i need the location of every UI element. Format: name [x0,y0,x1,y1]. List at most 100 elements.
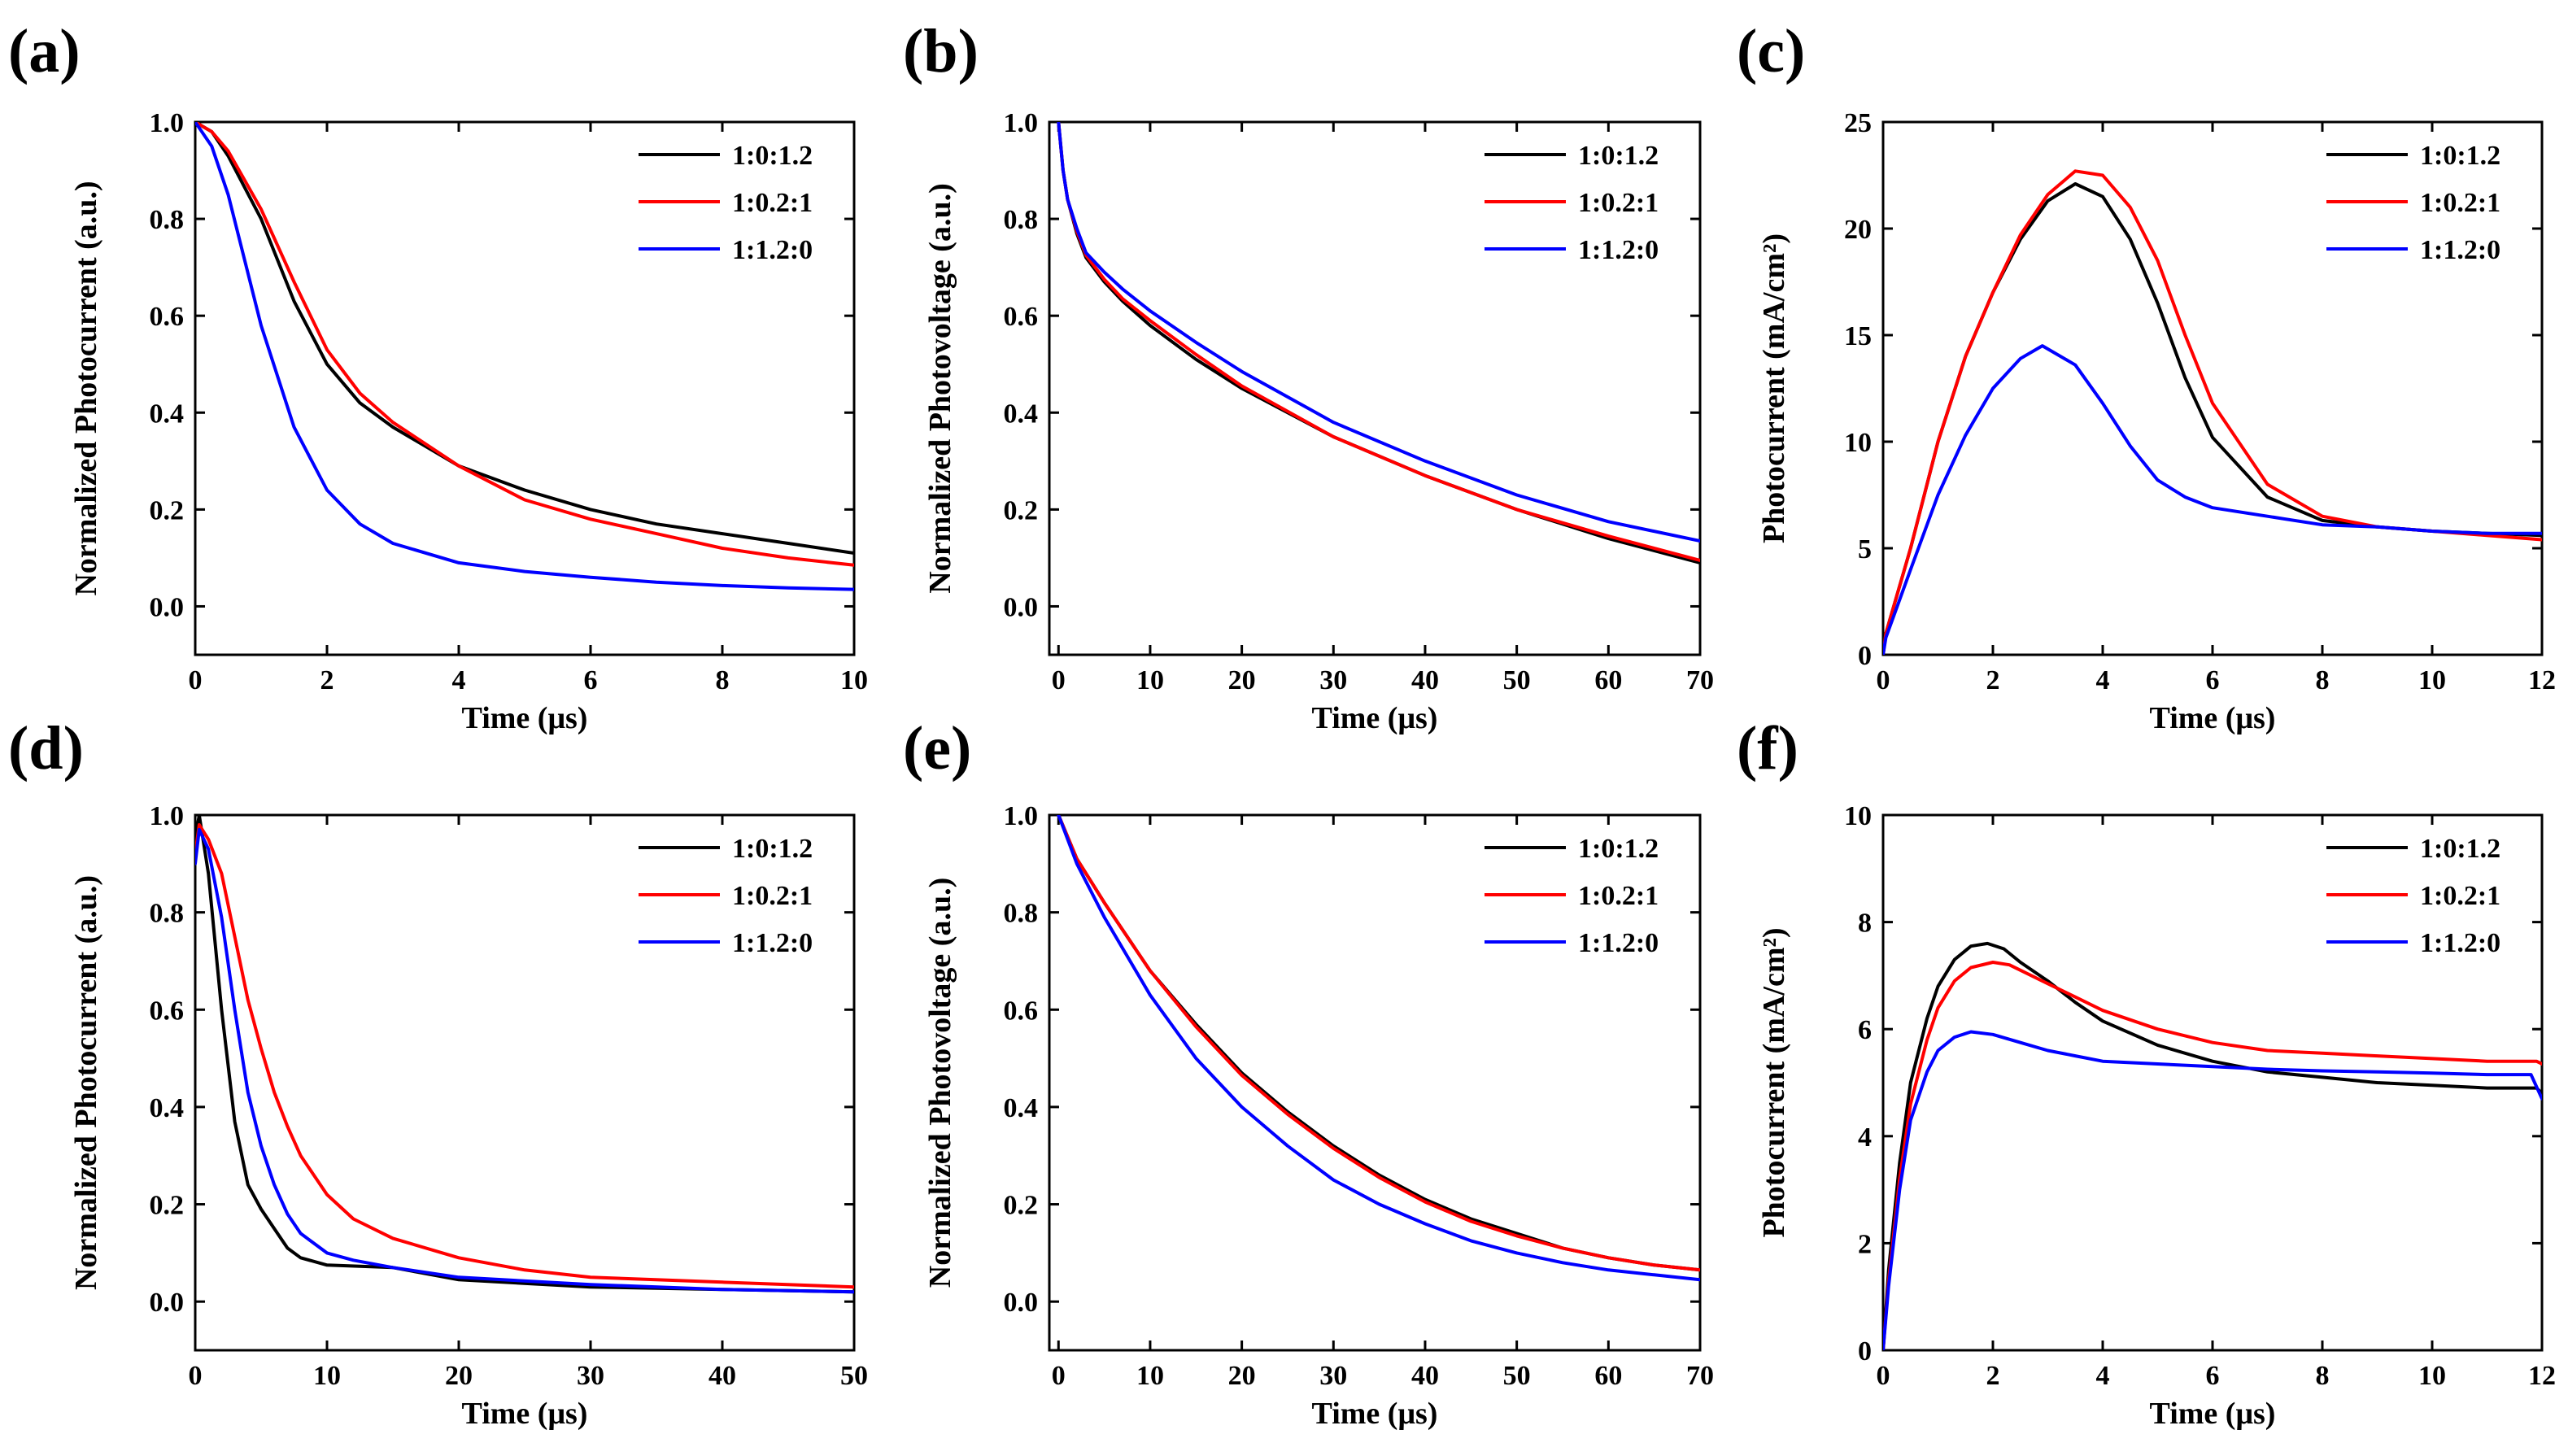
x-tick-label: 40 [708,1361,736,1391]
y-axis-title: Normalized Photocurrent (a.u.) [69,181,103,595]
x-tick-label: 10 [313,1361,341,1391]
y-tick-label: 2 [1858,1229,1872,1259]
y-tick-label: 0.4 [1004,1093,1039,1123]
y-tick-label: 0.6 [1004,302,1039,332]
x-tick-label: 40 [1411,665,1439,695]
y-tick-label: 0.8 [150,205,185,235]
x-tick-label: 0 [1052,1361,1066,1391]
y-axis-title: Normalized Photovoltage (a.u.) [923,183,957,593]
panel-label: (f) [1737,714,1798,782]
y-axis-title: Photocurrent (mA/cm²) [1757,927,1791,1237]
y-tick-label: 0.4 [150,1093,185,1123]
legend-label: 1:1.2:0 [2420,928,2500,958]
y-tick-label: 1.0 [150,801,185,831]
panel-e: (e) 0 10 20 30 40 50 60 70 0.0 0.2 0.4 0.6 0.8 1.0 Time… [903,714,1714,1431]
y-tick-label: 0.2 [1004,1191,1039,1221]
x-tick-label: 30 [577,1361,604,1391]
legend-label: 1:0:1.2 [2420,834,2500,864]
y-tick-label: 0.0 [150,1288,185,1318]
plot-frame [194,813,856,1352]
legend-label: 1:0.2:1 [1578,881,1659,911]
panel-a: (a) 0 2 4 6 8 10 0.0 0.2 0.4 0.6 0.8 1.0 Time (μs) Nor… [8,17,868,735]
x-tick-label: 10 [2418,1361,2446,1391]
y-tick-label: 0.2 [1004,495,1039,525]
y-tick-label: 0.0 [150,592,185,622]
x-axis-title: Time (μs) [462,1397,588,1431]
y-axis-title: Normalized Photocurrent (a.u.) [69,875,103,1290]
series-line-1-1-2-0 [195,827,854,1294]
panel-c: (c) 0 2 4 6 8 10 12 0 5 10 15 20 25 Time (μs) Photocurr… [1737,17,2556,735]
x-axis-title: Time (μs) [462,701,588,735]
series-line-1-0-2-1 [195,122,854,567]
series-line-1-1-2-0 [1057,122,1700,543]
x-tick-label: 12 [2528,1361,2556,1391]
x-tick-label: 50 [1503,1361,1531,1391]
y-tick-label: 1.0 [1004,801,1039,831]
panel-b: (b) 0 10 20 30 40 50 60 70 0.0 0.2 0.4 0.6 0.8 1.0 Time… [903,17,1714,735]
x-tick-label: 60 [1594,665,1622,695]
panel-label: (d) [8,714,84,782]
y-tick-label: 0.4 [150,399,185,429]
y-tick-label: 0 [1858,641,1872,671]
series-line-1-1-2-0 [1057,815,1700,1282]
x-tick-label: 0 [189,1361,203,1391]
legend-label: 1:1.2:0 [2420,235,2500,265]
x-tick-label: 2 [1986,1361,2000,1391]
x-tick-label: 40 [1411,1361,1439,1391]
y-axis-title: Normalized Photovoltage (a.u.) [923,878,957,1288]
x-tick-label: 2 [1986,665,2000,695]
x-axis-title: Time (μs) [1312,1397,1438,1431]
y-tick-label: 10 [1844,428,1872,458]
x-tick-label: 10 [840,665,868,695]
y-tick-label: 0.0 [1004,592,1039,622]
y-tick-label: 1.0 [150,108,185,138]
legend-label: 1:0:1.2 [732,834,813,864]
panel-d: (d) 0 10 20 30 40 50 0.0 0.2 0.4 0.6 0.8 1.0 Time (μs… [8,714,868,1431]
plot-frame [1048,120,1702,656]
series-line-1-0-1-2 [1883,941,2542,1350]
y-tick-label: 0.0 [1004,1288,1039,1318]
series-line-1-1-2-0 [195,122,854,591]
x-tick-label: 10 [1136,665,1164,695]
x-tick-label: 0 [1052,665,1066,695]
x-axis-title: Time (μs) [2150,701,2276,735]
x-tick-label: 8 [716,665,730,695]
x-tick-label: 6 [2206,1361,2220,1391]
legend-label: 1:1.2:0 [1578,235,1659,265]
x-tick-label: 70 [1686,665,1714,695]
y-tick-label: 15 [1844,321,1872,351]
series-line-1-0-1-2 [195,122,854,555]
panel-f: (f) 0 2 4 6 8 10 12 0 2 4 6 8 10 Time (μs) Photocurrent… [1737,714,2556,1431]
legend-label: 1:0.2:1 [732,881,813,911]
x-tick-label: 0 [189,665,203,695]
legend-label: 1:0:1.2 [2420,141,2500,171]
x-tick-label: 70 [1686,1361,1714,1391]
y-tick-label: 0 [1858,1336,1872,1367]
series-line-1-0-2-1 [1057,815,1700,1272]
x-tick-label: 30 [1319,665,1347,695]
y-tick-label: 0.8 [1004,899,1039,929]
x-tick-label: 8 [2316,1361,2330,1391]
legend-label: 1:1.2:0 [1578,928,1659,958]
x-tick-label: 20 [445,1361,473,1391]
y-tick-label: 0.6 [150,302,185,332]
y-tick-label: 1.0 [1004,108,1039,138]
x-tick-label: 50 [840,1361,868,1391]
x-tick-label: 6 [2206,665,2220,695]
x-tick-label: 30 [1319,1361,1347,1391]
y-tick-label: 0.2 [150,495,185,525]
y-tick-label: 0.6 [1004,996,1039,1026]
x-tick-label: 12 [2528,665,2556,695]
x-tick-label: 10 [2418,665,2446,695]
x-tick-label: 20 [1228,665,1256,695]
y-tick-label: 0.4 [1004,399,1039,429]
panel-label: (a) [8,17,81,85]
x-axis-title: Time (μs) [1312,701,1438,735]
x-tick-label: 20 [1228,1361,1256,1391]
x-tick-label: 4 [452,665,466,695]
y-axis-title: Photocurrent (mA/cm²) [1757,233,1791,543]
x-tick-label: 60 [1594,1361,1622,1391]
legend-label: 1:1.2:0 [732,235,813,265]
legend-label: 1:0.2:1 [732,188,813,218]
